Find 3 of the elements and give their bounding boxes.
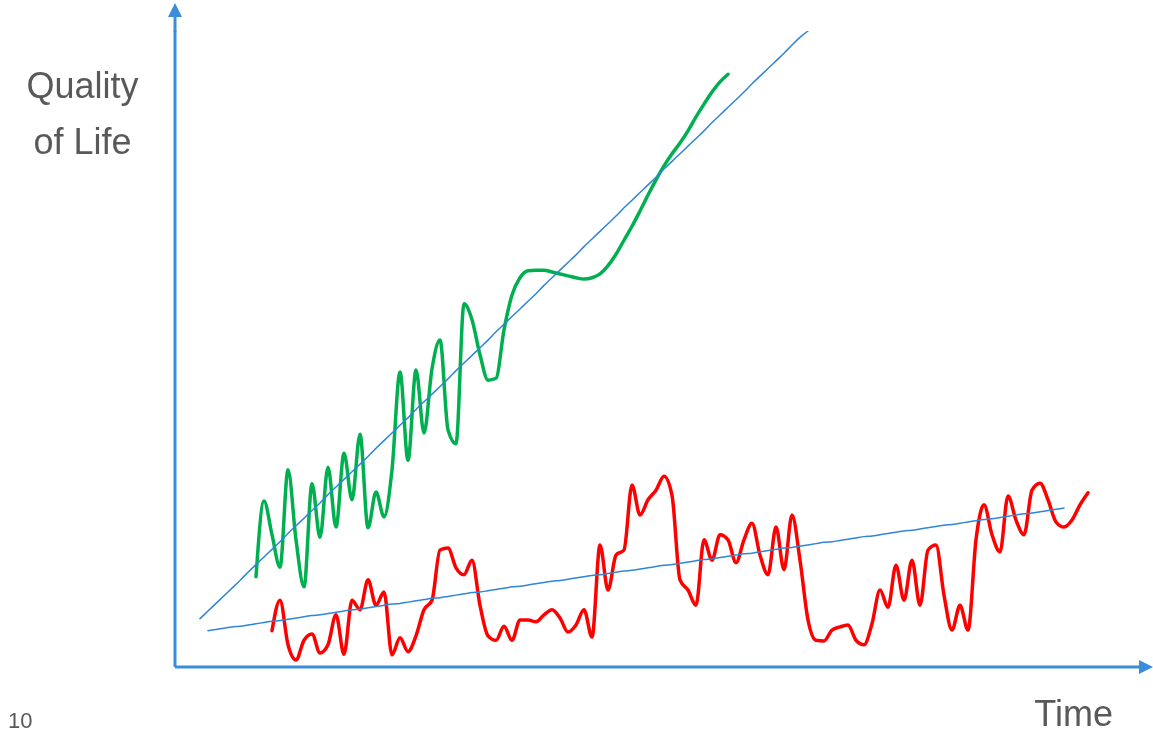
x-axis-title: Time <box>1034 693 1113 734</box>
y-axis-title: Quality of Life <box>25 64 140 164</box>
text: 10 <box>8 708 33 734</box>
